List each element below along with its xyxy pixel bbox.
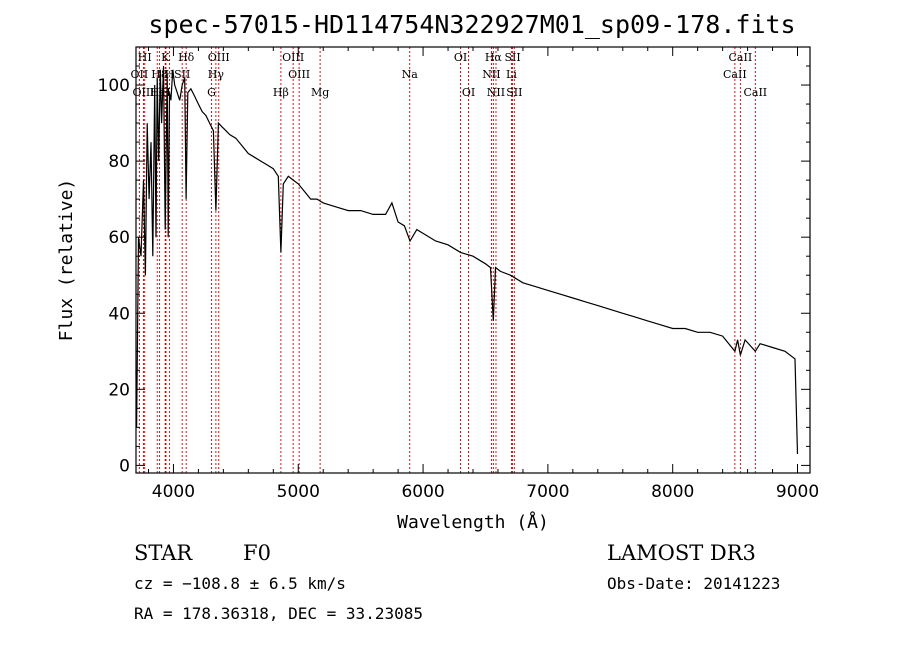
line-label-21: NII — [482, 68, 500, 81]
line-label-9: SII — [174, 68, 190, 81]
survey-name: LAMOST DR3 — [607, 541, 756, 565]
line-label-15: Hβ — [273, 86, 289, 99]
y-axis-ticks: 0 20 40 60 80 100 — [98, 65, 810, 476]
x-tick-label-1: 5000 — [277, 482, 320, 502]
line-label-13: OIII — [282, 51, 304, 64]
line-label-10: OIII — [208, 51, 230, 64]
y-tick-label-3: 60 — [108, 228, 130, 248]
line-label-22: NII — [487, 86, 505, 99]
spectral-line-markers — [138, 47, 756, 473]
line-label-7: H — [161, 86, 171, 99]
line-label-23: SII — [504, 51, 520, 64]
x-axis-ticks: 4000 5000 6000 7000 8000 9000 — [147, 47, 819, 502]
x-axis-label: Wavelength (Å) — [397, 511, 549, 533]
line-label-24: Li — [506, 68, 517, 81]
observation-date: Obs-Date: 20141223 — [607, 574, 780, 593]
x-tick-label-0: 4000 — [152, 482, 195, 502]
line-label-1: OII — [131, 68, 149, 81]
line-label-4: K — [161, 51, 170, 64]
object-class: STAR — [134, 541, 193, 565]
x-tick-label-2: 6000 — [401, 482, 444, 502]
line-label-19: OI — [462, 86, 475, 99]
line-label-26: CaII — [729, 51, 753, 64]
y-tick-label-2: 40 — [108, 304, 130, 324]
chart-title: spec-57015-HD114754N322927M01_sp09-178.f… — [148, 10, 795, 39]
y-axis-label: Flux (relative) — [56, 179, 77, 342]
line-label-6: H — [165, 68, 175, 81]
x-tick-label-4: 8000 — [651, 482, 694, 502]
line-label-2: OIII — [132, 86, 154, 99]
line-label-25: SII — [506, 86, 522, 99]
y-tick-label-4: 80 — [108, 152, 130, 172]
y-tick-label-5: 100 — [98, 76, 130, 96]
flux-series-line — [135, 65, 799, 455]
line-label-18: OI — [454, 51, 467, 64]
line-label-8: Hδ — [178, 51, 195, 64]
redshift-velocity: cz = −108.8 ± 6.5 km/s — [134, 574, 346, 593]
object-subclass: F0 — [243, 541, 271, 565]
line-label-0: HI — [138, 51, 152, 64]
x-tick-label-3: 7000 — [526, 482, 569, 502]
line-label-27: CaII — [723, 68, 747, 81]
line-label-12: G — [207, 86, 216, 99]
plot-frame — [135, 46, 811, 474]
coordinates: RA = 178.36318, DEC = 33.23085 — [134, 604, 423, 623]
line-label-28: CaII — [743, 86, 767, 99]
x-tick-label-5: 9000 — [776, 482, 819, 502]
line-label-11: Hγ — [208, 68, 225, 81]
line-label-17: Na — [402, 68, 419, 81]
line-label-14: OIII — [288, 68, 310, 81]
line-label-16: Mg — [311, 86, 329, 99]
line-label-20: Hα — [485, 51, 503, 64]
y-tick-label-0: 0 — [119, 456, 130, 476]
y-tick-label-1: 20 — [108, 380, 130, 400]
